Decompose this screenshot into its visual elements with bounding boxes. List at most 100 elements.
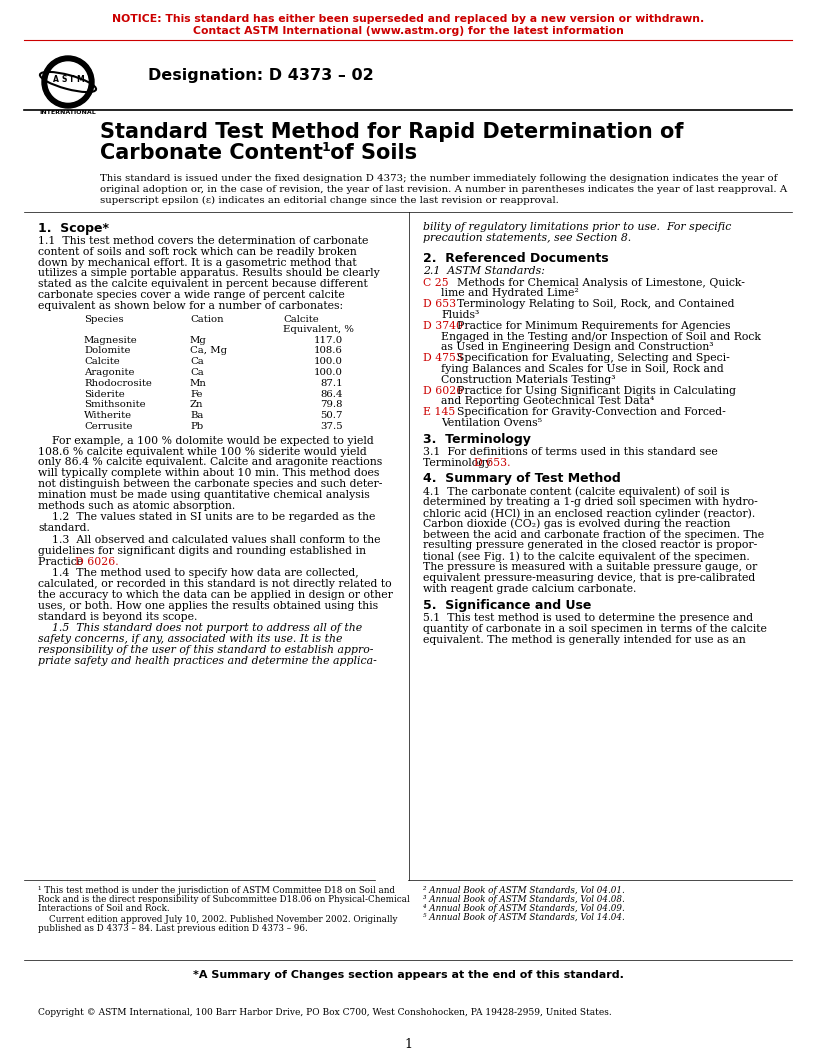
Text: 4.1  The carbonate content (calcite equivalent) of soil is: 4.1 The carbonate content (calcite equiv… <box>423 487 730 497</box>
Text: Zn: Zn <box>190 400 203 410</box>
Text: Equivalent, %: Equivalent, % <box>283 324 354 334</box>
Text: 100.0: 100.0 <box>314 367 343 377</box>
Text: 50.7: 50.7 <box>321 411 343 420</box>
Text: D 4753: D 4753 <box>423 353 463 363</box>
Text: Witherite: Witherite <box>84 411 132 420</box>
Text: 1.5  This standard does not purport to address all of the: 1.5 This standard does not purport to ad… <box>38 623 362 634</box>
Text: ⁴ Annual Book of ASTM Standards, Vol 04.09.: ⁴ Annual Book of ASTM Standards, Vol 04.… <box>423 904 625 913</box>
Text: ⁵ Annual Book of ASTM Standards, Vol 14.04.: ⁵ Annual Book of ASTM Standards, Vol 14.… <box>423 913 625 922</box>
Text: published as D 4373 – 84. Last previous edition D 4373 – 96.: published as D 4373 – 84. Last previous … <box>38 924 308 934</box>
Text: *A Summary of Changes section appears at the end of this standard.: *A Summary of Changes section appears at… <box>193 970 623 980</box>
Text: 86.4: 86.4 <box>321 390 343 398</box>
Text: Siderite: Siderite <box>84 390 125 398</box>
Text: INTERNATIONAL: INTERNATIONAL <box>40 110 96 115</box>
Text: Current edition approved July 10, 2002. Published November 2002. Originally: Current edition approved July 10, 2002. … <box>38 914 397 924</box>
Text: bility of regulatory limitations prior to use.  For specific: bility of regulatory limitations prior t… <box>423 222 731 232</box>
Text: Standard Test Method for Rapid Determination of: Standard Test Method for Rapid Determina… <box>100 122 684 142</box>
Text: equivalent as shown below for a number of carbonates:: equivalent as shown below for a number o… <box>38 301 343 310</box>
Text: 108.6 % calcite equivalent while 100 % siderite would yield: 108.6 % calcite equivalent while 100 % s… <box>38 447 366 456</box>
Text: D 653: D 653 <box>423 299 456 309</box>
Text: Copyright © ASTM International, 100 Barr Harbor Drive, PO Box C700, West Conshoh: Copyright © ASTM International, 100 Barr… <box>38 1008 612 1017</box>
Text: calculated, or recorded in this standard is not directly related to: calculated, or recorded in this standard… <box>38 579 392 589</box>
Text: original adoption or, in the case of revision, the year of last revision. A numb: original adoption or, in the case of rev… <box>100 185 787 194</box>
Text: guidelines for significant digits and rounding established in: guidelines for significant digits and ro… <box>38 546 366 555</box>
Text: determined by treating a 1-g dried soil specimen with hydro-: determined by treating a 1-g dried soil … <box>423 497 758 507</box>
Text: Aragonite: Aragonite <box>84 367 135 377</box>
Text: quantity of carbonate in a soil specimen in terms of the calcite: quantity of carbonate in a soil specimen… <box>423 624 767 635</box>
Text: 2.  Referenced Documents: 2. Referenced Documents <box>423 251 609 265</box>
Text: NOTICE: This standard has either been superseded and replaced by a new version o: NOTICE: This standard has either been su… <box>112 14 704 24</box>
Text: M: M <box>76 75 84 84</box>
Text: superscript epsilon (ε) indicates an editorial change since the last revision or: superscript epsilon (ε) indicates an edi… <box>100 196 559 205</box>
Text: Magnesite: Magnesite <box>84 336 138 344</box>
Text: mination must be made using quantitative chemical analysis: mination must be made using quantitative… <box>38 490 370 499</box>
Text: chloric acid (HCl) in an enclosed reaction cylinder (reactor).: chloric acid (HCl) in an enclosed reacti… <box>423 508 756 518</box>
Text: Species: Species <box>84 315 124 323</box>
Text: and Reporting Geotechnical Test Data⁴: and Reporting Geotechnical Test Data⁴ <box>441 396 654 407</box>
Text: D 6026.: D 6026. <box>75 557 118 567</box>
Text: standard is beyond its scope.: standard is beyond its scope. <box>38 611 197 622</box>
Text: ² Annual Book of ASTM Standards, Vol 04.01.: ² Annual Book of ASTM Standards, Vol 04.… <box>423 886 625 895</box>
Text: Cerrusite: Cerrusite <box>84 422 132 431</box>
Text: Calcite: Calcite <box>84 357 120 366</box>
Text: Interactions of Soil and Rock.: Interactions of Soil and Rock. <box>38 904 170 913</box>
Text: not distinguish between the carbonate species and such deter-: not distinguish between the carbonate sp… <box>38 479 383 489</box>
Text: Contact ASTM International (www.astm.org) for the latest information: Contact ASTM International (www.astm.org… <box>193 26 623 36</box>
Text: Methods for Chemical Analysis of Limestone, Quick-: Methods for Chemical Analysis of Limesto… <box>457 278 745 287</box>
Text: 1: 1 <box>404 1038 412 1051</box>
Text: Ca: Ca <box>190 357 204 366</box>
Text: will typically complete within about 10 min. This method does: will typically complete within about 10 … <box>38 468 379 478</box>
Text: This standard is issued under the fixed designation D 4373; the number immediate: This standard is issued under the fixed … <box>100 174 778 183</box>
Text: Designation: D 4373 – 02: Designation: D 4373 – 02 <box>148 68 374 83</box>
Text: fying Balances and Scales for Use in Soil, Rock and: fying Balances and Scales for Use in Soi… <box>441 364 724 374</box>
Text: only 86.4 % calcite equivalent. Calcite and aragonite reactions: only 86.4 % calcite equivalent. Calcite … <box>38 457 382 468</box>
Text: 1.2  The values stated in SI units are to be regarded as the: 1.2 The values stated in SI units are to… <box>38 512 375 523</box>
Text: 117.0: 117.0 <box>314 336 343 344</box>
Text: Specification for Evaluating, Selecting and Speci-: Specification for Evaluating, Selecting … <box>457 353 730 363</box>
Text: 1.4  The method used to specify how data are collected,: 1.4 The method used to specify how data … <box>38 568 359 579</box>
Text: Pb: Pb <box>190 422 203 431</box>
Text: responsibility of the user of this standard to establish appro-: responsibility of the user of this stand… <box>38 645 374 655</box>
Text: Terminology: Terminology <box>423 457 494 468</box>
Text: E 145: E 145 <box>423 408 455 417</box>
Text: with reagent grade calcium carbonate.: with reagent grade calcium carbonate. <box>423 584 636 593</box>
Text: standard.: standard. <box>38 523 90 533</box>
Text: between the acid and carbonate fraction of the specimen. The: between the acid and carbonate fraction … <box>423 530 764 540</box>
Text: Terminology Relating to Soil, Rock, and Contained: Terminology Relating to Soil, Rock, and … <box>457 299 734 309</box>
Text: Ventilation Ovens⁵: Ventilation Ovens⁵ <box>441 418 542 428</box>
Text: Ca, Mg: Ca, Mg <box>190 346 227 356</box>
Text: 1.1  This test method covers the determination of carbonate: 1.1 This test method covers the determin… <box>38 235 368 246</box>
Text: 3.1  For definitions of terms used in this standard see: 3.1 For definitions of terms used in thi… <box>423 447 718 457</box>
Text: resulting pressure generated in the closed reactor is propor-: resulting pressure generated in the clos… <box>423 541 757 550</box>
Text: Specification for Gravity-Convection and Forced-: Specification for Gravity-Convection and… <box>457 408 725 417</box>
Text: precaution statements, see Section 8.: precaution statements, see Section 8. <box>423 232 632 243</box>
Text: C 25: C 25 <box>423 278 449 287</box>
Text: D 6026: D 6026 <box>423 385 463 396</box>
Text: content of soils and soft rock which can be readily broken: content of soils and soft rock which can… <box>38 247 357 257</box>
Text: Practice for Minimum Requirements for Agencies: Practice for Minimum Requirements for Ag… <box>457 321 730 331</box>
Text: A: A <box>53 75 59 84</box>
Text: Practice for Using Significant Digits in Calculating: Practice for Using Significant Digits in… <box>457 385 736 396</box>
Text: lime and Hydrated Lime²: lime and Hydrated Lime² <box>441 288 579 299</box>
Circle shape <box>48 62 88 102</box>
Text: Smithsonite: Smithsonite <box>84 400 145 410</box>
Text: equivalent. The method is generally intended for use as an: equivalent. The method is generally inte… <box>423 635 746 645</box>
Text: The pressure is measured with a suitable pressure gauge, or: The pressure is measured with a suitable… <box>423 562 757 572</box>
Text: Dolomite: Dolomite <box>84 346 131 356</box>
Text: S: S <box>61 75 67 84</box>
Text: ¹ This test method is under the jurisdiction of ASTM Committee D18 on Soil and: ¹ This test method is under the jurisdic… <box>38 886 395 895</box>
Text: 5.1  This test method is used to determine the presence and: 5.1 This test method is used to determin… <box>423 614 753 623</box>
Text: Calcite: Calcite <box>283 315 319 323</box>
Text: T: T <box>69 75 75 84</box>
Text: carbonate species cover a wide range of percent calcite: carbonate species cover a wide range of … <box>38 290 344 300</box>
Text: uses, or both. How one applies the results obtained using this: uses, or both. How one applies the resul… <box>38 601 378 610</box>
Text: 1: 1 <box>322 142 330 154</box>
Text: D 653.: D 653. <box>474 457 511 468</box>
Text: 3.  Terminology: 3. Terminology <box>423 433 531 446</box>
Text: Rock and is the direct responsibility of Subcommittee D18.06 on Physical-Chemica: Rock and is the direct responsibility of… <box>38 895 410 904</box>
Text: D 3740: D 3740 <box>423 321 463 331</box>
Text: methods such as atomic absorption.: methods such as atomic absorption. <box>38 501 235 511</box>
Text: Ca: Ca <box>190 367 204 377</box>
Text: 79.8: 79.8 <box>321 400 343 410</box>
Text: down by mechanical effort. It is a gasometric method that: down by mechanical effort. It is a gasom… <box>38 258 357 267</box>
